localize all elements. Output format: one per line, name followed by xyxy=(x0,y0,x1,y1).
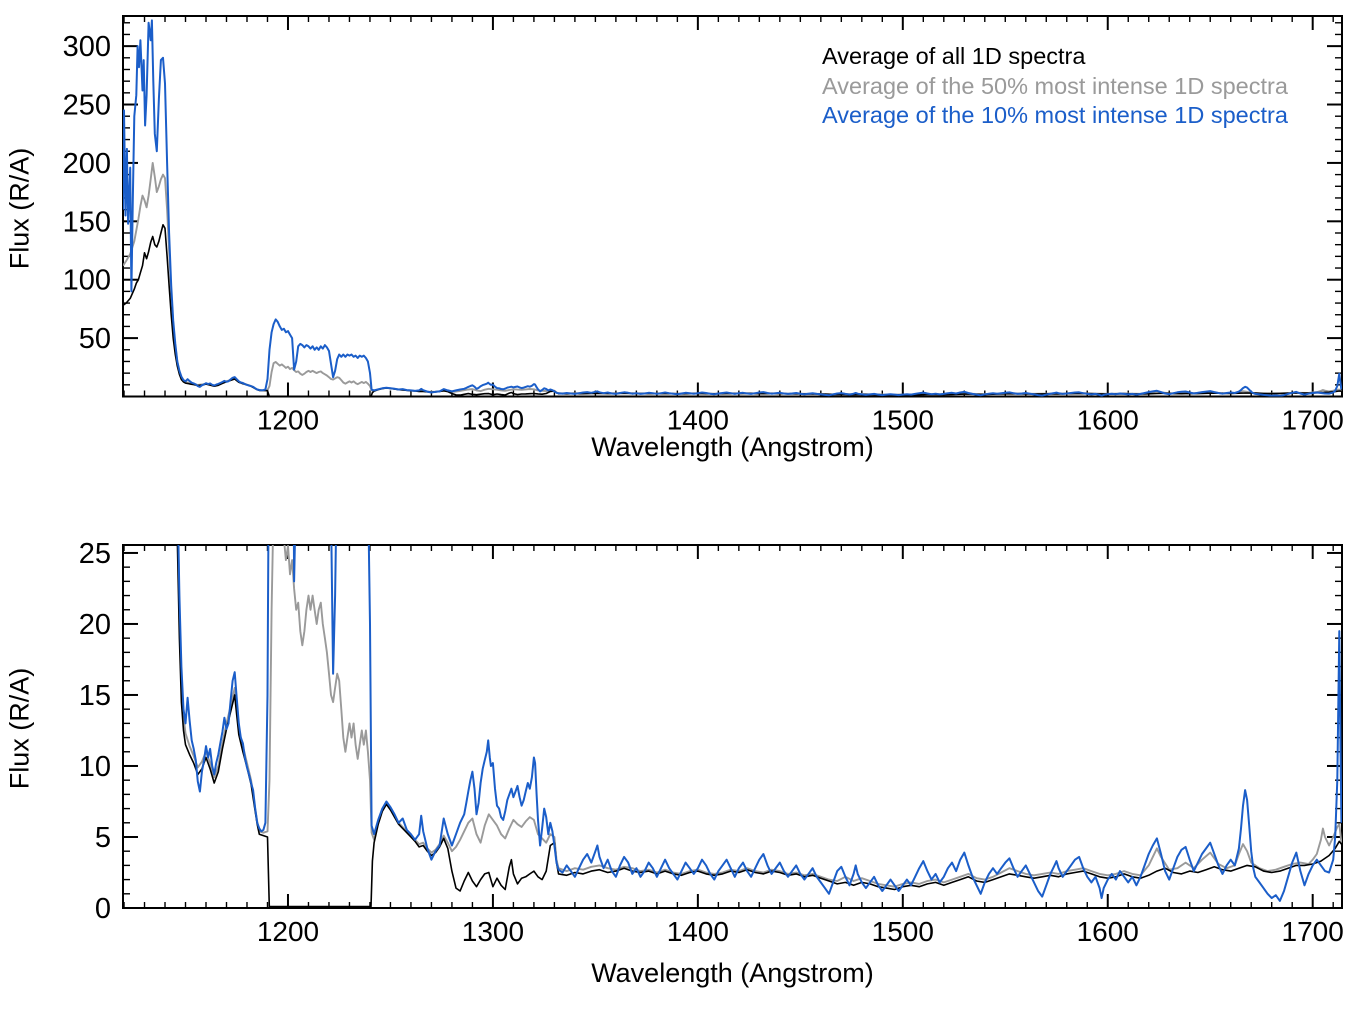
panel-zoom-0-25: 1200 1300 1400 1500 1600 1700 0 5 10 15 20 25 xyxy=(79,538,1344,947)
y-tick-label: 100 xyxy=(63,265,111,297)
x-tick-label: 1500 xyxy=(872,405,934,436)
x-tick-label: 1300 xyxy=(462,405,524,436)
y-tick-label: 150 xyxy=(63,206,111,238)
spectrum-line-0 xyxy=(123,161,1342,396)
legend-item-all-spectra: Average of all 1D spectra xyxy=(822,43,1086,69)
spectrum-line-1 xyxy=(123,224,1342,397)
y-tick-label: 20 xyxy=(79,609,111,641)
y-tick-label: 25 xyxy=(79,538,111,570)
x-tick-label: 1400 xyxy=(667,916,729,947)
top-panel-x-axis-title: Wavelength (Angstrom) xyxy=(591,432,874,462)
y-tick-label: 10 xyxy=(79,751,111,783)
x-tick-label: 1600 xyxy=(1077,916,1139,947)
y-tick-label: 300 xyxy=(63,31,111,63)
legend: Average of all 1D spectra Average of the… xyxy=(822,42,1288,131)
legend-item-50pct-spectra: Average of the 50% most intense 1D spect… xyxy=(822,72,1288,99)
spectrum-line-2 xyxy=(123,19,1342,397)
x-tick-label: 1200 xyxy=(257,916,319,947)
y-tick-label: 200 xyxy=(63,148,111,180)
y-tick-label: 250 xyxy=(63,90,111,122)
plot-frame xyxy=(122,544,1343,909)
bottom-panel-y-axis-title: Flux (R/A) xyxy=(4,667,35,790)
spectrum-line-1 xyxy=(176,545,1342,908)
y-tick-label: 5 xyxy=(95,822,111,854)
x-tick-label: 1700 xyxy=(1282,405,1344,436)
y-tick-label: 0 xyxy=(95,893,111,925)
x-tick-label: 1200 xyxy=(257,405,319,436)
spectrum-line-2 xyxy=(177,545,1342,902)
x-tick-label: 1400 xyxy=(667,405,729,436)
x-tick-label: 1500 xyxy=(872,916,934,947)
legend-item-10pct-spectra: Average of the 10% most intense 1D spect… xyxy=(822,102,1288,128)
y-tick-label: 50 xyxy=(79,323,111,355)
x-tick-label: 1700 xyxy=(1282,916,1344,947)
x-tick-label: 1600 xyxy=(1077,405,1139,436)
x-tick-label: 1300 xyxy=(462,916,524,947)
top-panel-y-axis-title: Flux (R/A) xyxy=(4,147,35,270)
panel-full-range: 1200 1300 1400 1500 1600 1700 50 100 150 200 250 30… xyxy=(63,15,1344,436)
y-tick-label: 15 xyxy=(79,680,111,712)
bottom-panel-x-axis-title: Wavelength (Angstrom) xyxy=(591,958,874,988)
